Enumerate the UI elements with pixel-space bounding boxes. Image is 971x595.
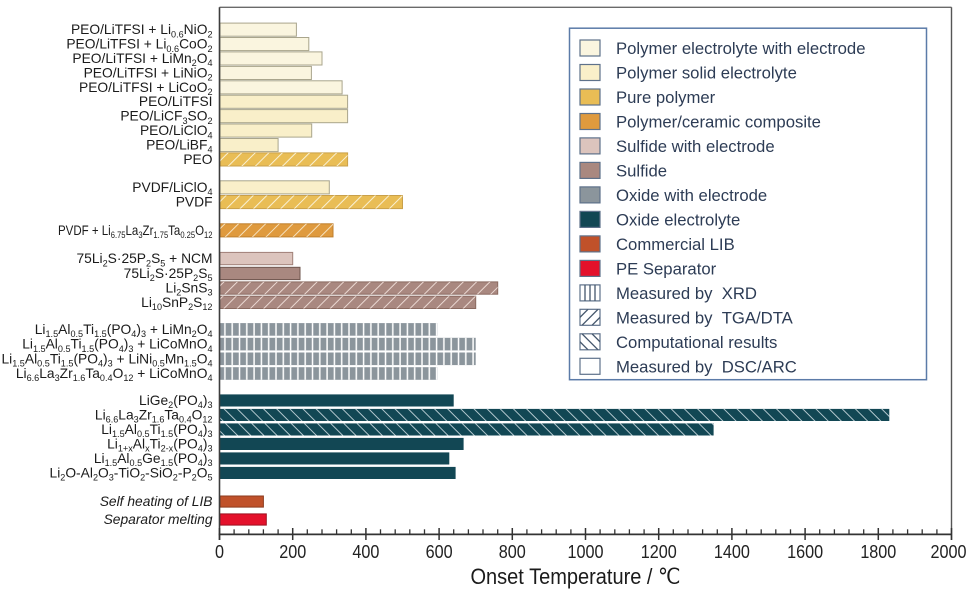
svg-text:Li1.5Al0.5Ge1.5(PO4)3: Li1.5Al0.5Ge1.5(PO4)3 <box>94 451 213 468</box>
svg-text:PEO/LiCF3SO2: PEO/LiCF3SO2 <box>120 109 212 126</box>
svg-text:PEO: PEO <box>183 152 212 167</box>
svg-text:200: 200 <box>279 541 306 562</box>
svg-text:Li1+xAlxTi2-x(PO4)3: Li1+xAlxTi2-x(PO4)3 <box>107 436 212 453</box>
svg-text:PEO/LiClO4: PEO/LiClO4 <box>140 123 213 140</box>
svg-text:0: 0 <box>215 541 224 562</box>
svg-text:Li6.6La3Zr1.6Ta0.4O12 + LiCoMn: Li6.6La3Zr1.6Ta0.4O12 + LiCoMnO4 <box>16 366 213 383</box>
svg-text:Polymer electrolyte with elect: Polymer electrolyte with electrode <box>616 39 866 58</box>
svg-text:Sulfide: Sulfide <box>616 161 667 180</box>
svg-text:Polymer/ceramic composite: Polymer/ceramic composite <box>616 113 821 132</box>
svg-text:600: 600 <box>426 541 453 562</box>
svg-text:1400: 1400 <box>714 541 750 562</box>
svg-text:1600: 1600 <box>787 541 823 562</box>
svg-text:Li2O-Al2O3-TiO2-SiO2-P2O5: Li2O-Al2O3-TiO2-SiO2-P2O5 <box>50 465 213 482</box>
svg-text:PEO/LiTFSI + LiNiO2: PEO/LiTFSI + LiNiO2 <box>84 65 213 82</box>
svg-text:Oxide electrolyte: Oxide electrolyte <box>616 210 740 229</box>
svg-text:Li10SnP2S12: Li10SnP2S12 <box>141 295 212 312</box>
svg-text:LiGe2(PO4)3: LiGe2(PO4)3 <box>139 393 212 410</box>
svg-text:Self heating of LIB: Self heating of LIB <box>100 494 213 509</box>
svg-text:Measured by TGA/DTA: Measured by TGA/DTA <box>616 308 794 327</box>
svg-text:PEO/LiTFSI: PEO/LiTFSI <box>139 94 213 109</box>
svg-text:Sulfide with electrode: Sulfide with electrode <box>616 137 775 156</box>
svg-text:Polymer solid electrolyte: Polymer solid electrolyte <box>616 64 797 83</box>
svg-text:PEO/LiTFSI + LiCoO2: PEO/LiTFSI + LiCoO2 <box>79 80 213 97</box>
svg-text:1200: 1200 <box>641 541 677 562</box>
svg-text:800: 800 <box>499 541 526 562</box>
svg-text:PVDF: PVDF <box>176 195 213 210</box>
svg-text:75Li2S·25P2S5: 75Li2S·25P2S5 <box>124 266 213 283</box>
svg-text:PE Separator: PE Separator <box>616 259 717 278</box>
svg-text:PVDF + Li6.75La3Zr1.75Ta0.25O1: PVDF + Li6.75La3Zr1.75Ta0.25O12 <box>58 223 213 240</box>
svg-text:Measured by DSC/ARC: Measured by DSC/ARC <box>616 357 797 376</box>
svg-text:Pure polymer: Pure polymer <box>616 88 716 107</box>
svg-text:Separator melting: Separator melting <box>104 512 213 527</box>
svg-text:Li1.5Al0.5Ti1.5(PO4)3: Li1.5Al0.5Ti1.5(PO4)3 <box>101 422 212 439</box>
svg-text:75Li2S·25P2S5 + NCM: 75Li2S·25P2S5 + NCM <box>77 251 213 268</box>
svg-text:Li1.5Al0.5Ti1.5(PO4)3 + LiCoMn: Li1.5Al0.5Ti1.5(PO4)3 + LiCoMnO4 <box>22 337 212 354</box>
svg-text:Computational results: Computational results <box>616 333 777 352</box>
svg-text:PVDF/LiClO4: PVDF/LiClO4 <box>132 180 212 197</box>
svg-text:Measured by XRD: Measured by XRD <box>616 284 757 303</box>
svg-text:PEO/LiBF4: PEO/LiBF4 <box>146 138 212 155</box>
svg-text:1800: 1800 <box>860 541 896 562</box>
svg-text:Commercial LIB: Commercial LIB <box>616 235 735 254</box>
svg-text:Onset Temperature / ℃: Onset Temperature / ℃ <box>471 565 681 589</box>
svg-text:1000: 1000 <box>568 541 604 562</box>
svg-text:400: 400 <box>352 541 379 562</box>
svg-text:PEO/LiTFSI + LiMn2O4: PEO/LiTFSI + LiMn2O4 <box>72 51 212 68</box>
svg-text:Oxide with electrode: Oxide with electrode <box>616 186 767 205</box>
svg-text:2000: 2000 <box>931 541 967 562</box>
